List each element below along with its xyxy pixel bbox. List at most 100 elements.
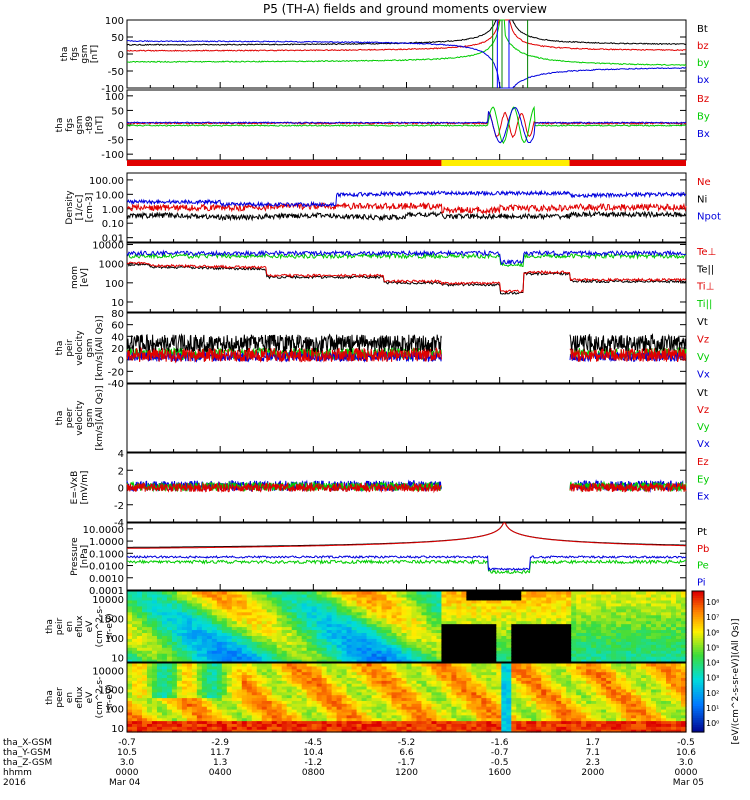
- heatmap-cell: [246, 674, 253, 678]
- heatmap-cell: [146, 697, 153, 701]
- heatmap-cell: [156, 656, 163, 660]
- heatmap-cell: [451, 706, 458, 710]
- heatmap-cell: [161, 599, 168, 604]
- heatmap-cell: [141, 683, 148, 687]
- heatmap-cell: [186, 653, 193, 657]
- heatmap-cell: [216, 720, 223, 724]
- heatmap-cell: [676, 659, 682, 663]
- heatmap-cell: [381, 700, 388, 704]
- heatmap-cell: [491, 711, 497, 716]
- heatmap-cell: [301, 605, 308, 610]
- heatmap-cell: [311, 709, 318, 713]
- heatmap-cell: [326, 671, 333, 676]
- heatmap-cell: [356, 626, 363, 631]
- heatmap-cell: [641, 591, 647, 595]
- heatmap-cell: [211, 706, 218, 710]
- heatmap-cell: [336, 659, 343, 663]
- heatmap-cell: [651, 629, 657, 634]
- heatmap-cell: [381, 605, 388, 610]
- heatmap-cell: [391, 674, 398, 678]
- heatmap-cell: [311, 611, 318, 616]
- heatmap-cell: [181, 647, 188, 651]
- y-tick-label: 10: [111, 298, 124, 309]
- heatmap-cell: [446, 688, 453, 693]
- heatmap-cell: [676, 656, 682, 660]
- heatmap-cell: [166, 599, 173, 604]
- heatmap-cell: [481, 602, 487, 607]
- heatmap-cell: [586, 644, 592, 648]
- heatmap-cell: [561, 596, 567, 601]
- heatmap-cell: [151, 694, 158, 699]
- heatmap-cell: [221, 671, 228, 676]
- heatmap-cell: [461, 599, 467, 604]
- heatmap-cell: [406, 697, 413, 701]
- heatmap-cell: [371, 686, 378, 690]
- heatmap-cell: [611, 596, 617, 601]
- heatmap-cell: [411, 617, 418, 622]
- heatmap-cell: [331, 632, 338, 636]
- heatmap-cell: [226, 632, 233, 636]
- heatmap-cell: [431, 635, 438, 639]
- heatmap-cell: [431, 608, 438, 613]
- heatmap-cell: [586, 605, 592, 610]
- heatmap-cell: [301, 720, 308, 724]
- heatmap-cell: [631, 620, 637, 625]
- heatmap-cell: [451, 626, 458, 631]
- heatmap-cell: [326, 726, 333, 730]
- heatmap-cell: [516, 617, 522, 622]
- heatmap-cell: [456, 591, 463, 595]
- heatmap-cell: [127, 729, 133, 733]
- heatmap-cell: [141, 686, 148, 690]
- legend-entry: Ex: [697, 492, 709, 503]
- heatmap-cell: [156, 605, 163, 610]
- heatmap-cell: [351, 691, 358, 696]
- heatmap-cell: [301, 671, 308, 676]
- heatmap-cell: [656, 629, 662, 634]
- heatmap-cell: [251, 663, 258, 667]
- heatmap-cell: [216, 611, 223, 616]
- heatmap-cell: [191, 711, 198, 716]
- y-tick-label: 0: [118, 484, 124, 495]
- heatmap-cell: [391, 614, 398, 619]
- heatmap-cell: [306, 602, 313, 607]
- heatmap-cell: [156, 703, 163, 707]
- heatmap-cell: [461, 703, 467, 707]
- heatmap-cell: [321, 723, 328, 727]
- heatmap-cell: [127, 635, 133, 639]
- heatmap-cell: [446, 717, 453, 722]
- heatmap-cell: [306, 726, 313, 730]
- heatmap-cell: [461, 656, 467, 660]
- heatmap-cell: [296, 726, 303, 730]
- heatmap-cell: [151, 706, 158, 710]
- heatmap-cell: [561, 614, 567, 619]
- heatmap-cell: [316, 691, 323, 696]
- heatmap-cell: [396, 700, 403, 704]
- heatmap-cell: [411, 703, 418, 707]
- heatmap-cell: [361, 653, 368, 657]
- heatmap-cell: [481, 688, 487, 693]
- heatmap-cell: [536, 623, 542, 628]
- heatmap-cell: [566, 608, 572, 613]
- heatmap-cell: [196, 709, 203, 713]
- heatmap-cell: [416, 635, 423, 639]
- heatmap-cell: [676, 611, 682, 616]
- heatmap-cell: [376, 620, 383, 625]
- heatmap-cell: [416, 626, 423, 631]
- heatmap-cell: [376, 638, 383, 642]
- heatmap-cell: [431, 674, 438, 678]
- heatmap-cell: [196, 644, 203, 648]
- heatmap-cell: [251, 680, 258, 684]
- heatmap-cell: [416, 620, 423, 625]
- heatmap-cell: [351, 650, 358, 654]
- heatmap-cell: [351, 668, 358, 673]
- heatmap-cell: [341, 709, 348, 713]
- heatmap-cell: [466, 591, 472, 595]
- heatmap-cell: [256, 629, 263, 634]
- heatmap-cell: [396, 602, 403, 607]
- heatmap-cell: [321, 714, 328, 719]
- heatmap-cell: [501, 623, 507, 628]
- heatmap-cell: [476, 623, 482, 628]
- heatmap-cell: [621, 617, 627, 622]
- heatmap-cell: [376, 680, 383, 684]
- heatmap-cell: [127, 659, 133, 663]
